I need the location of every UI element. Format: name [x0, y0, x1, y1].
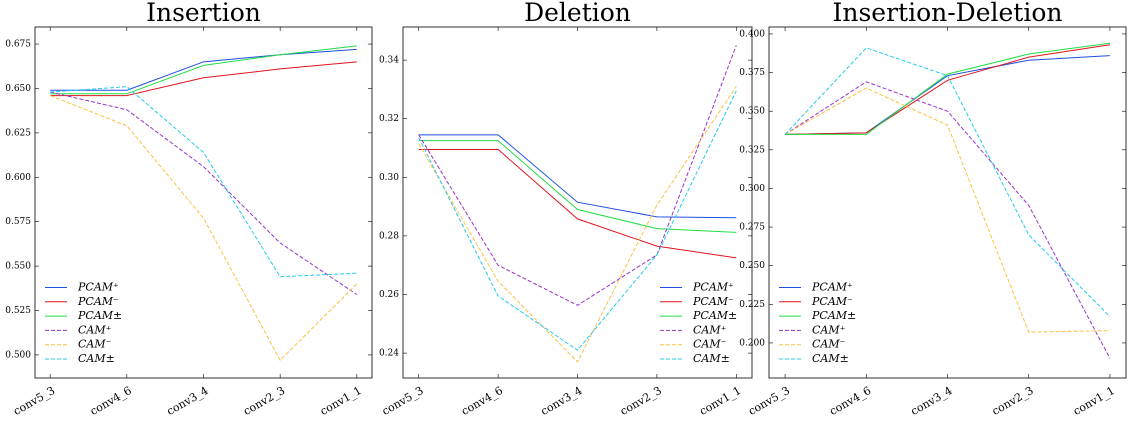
- x-tick-label: conv1_1: [1071, 384, 1117, 417]
- y-tick-label: 0.525: [5, 306, 31, 316]
- x-tick-label: conv4_6: [459, 384, 505, 417]
- x-tick-label: conv1_1: [697, 384, 743, 417]
- series-line: [50, 86, 357, 278]
- x-tick-label: conv2_3: [990, 384, 1036, 417]
- legend-label: CAM±: [78, 352, 115, 365]
- series-line: [418, 134, 737, 219]
- y-tick-label: 0.350: [739, 107, 765, 117]
- y-tick-label: 0.250: [739, 261, 765, 271]
- x-tick-label: conv5_3: [746, 384, 792, 417]
- legend-label: PCAM⁻: [692, 295, 734, 308]
- x-tick-label: conv4_6: [827, 384, 873, 417]
- series-line: [784, 47, 1111, 318]
- series-line: [50, 48, 357, 91]
- x-tick-label: conv2_3: [241, 384, 287, 417]
- series-line: [418, 86, 737, 363]
- chart-title: Deletion: [524, 0, 631, 27]
- legend-label: CAM⁺: [693, 323, 727, 336]
- x-tick-label: conv3_4: [539, 384, 585, 417]
- y-tick-label: 0.600: [5, 173, 31, 183]
- legend-label: PCAM±: [692, 309, 737, 322]
- legend-label: CAM±: [812, 352, 849, 365]
- y-tick-label: 0.34: [379, 56, 399, 66]
- y-tick-label: 0.32: [379, 114, 399, 124]
- x-tick-label: conv2_3: [618, 384, 664, 417]
- legend-label: PCAM±: [77, 309, 122, 322]
- series-line: [785, 44, 1111, 135]
- legend-label: CAM⁺: [78, 323, 112, 336]
- legend-label: CAM⁻: [78, 338, 112, 351]
- series-line: [50, 61, 357, 97]
- legend-label: CAM⁻: [812, 338, 846, 351]
- x-tick-label: conv3_4: [909, 384, 955, 417]
- series-line: [50, 91, 358, 295]
- x-tick-label: conv5_3: [11, 384, 57, 417]
- y-tick-label: 0.500: [5, 350, 31, 360]
- series-line: [49, 95, 358, 362]
- y-tick-label: 0.675: [5, 40, 31, 50]
- series-line: [418, 148, 737, 259]
- y-tick-label: 0.625: [5, 128, 31, 138]
- y-tick-label: 0.300: [739, 184, 765, 194]
- y-tick-label: 0.200: [739, 338, 765, 348]
- y-tick-label: 0.400: [739, 29, 765, 39]
- legend-label: PCAM⁻: [811, 295, 853, 308]
- chart-title: Insertion: [146, 0, 261, 27]
- legend-label: CAM⁻: [693, 338, 727, 351]
- y-tick-label: 0.30: [379, 173, 399, 183]
- series-line: [418, 140, 737, 233]
- series-line: [418, 90, 737, 351]
- series-line: [50, 45, 357, 95]
- legend-label: PCAM±: [811, 309, 856, 322]
- legend-label: PCAM⁺: [811, 281, 853, 294]
- legend: PCAM⁺PCAM⁻PCAM±CAM⁺ CAM⁻CAM±: [45, 281, 122, 365]
- x-tick-label: conv1_1: [318, 384, 364, 417]
- series-line: [785, 55, 1110, 135]
- series-line: [785, 42, 1111, 135]
- chart-title: Insertion-Deletion: [832, 0, 1062, 27]
- series-line: [784, 81, 1111, 359]
- y-tick-label: 0.275: [739, 223, 765, 233]
- legend: PCAM⁺PCAM⁻PCAM±CAM⁺ CAM⁻CAM±: [779, 281, 856, 365]
- y-tick-label: 0.28: [379, 231, 399, 241]
- legend-label: PCAM⁺: [692, 281, 734, 294]
- y-tick-label: 0.225: [739, 300, 765, 310]
- legend-label: CAM±: [693, 352, 730, 365]
- legend-label: PCAM⁺: [77, 281, 119, 294]
- y-tick-label: 0.575: [5, 217, 31, 227]
- y-tick-label: 0.650: [5, 84, 31, 94]
- y-tick-label: 0.550: [5, 262, 31, 272]
- y-tick-label: 0.26: [379, 290, 399, 300]
- legend-label: PCAM⁻: [77, 295, 119, 308]
- y-tick-label: 0.24: [379, 349, 399, 359]
- series-line: [418, 45, 737, 306]
- series-line: [784, 87, 1110, 333]
- x-tick-label: conv3_4: [165, 384, 211, 417]
- y-tick-label: 0.375: [739, 68, 765, 78]
- legend-label: CAM⁺: [812, 323, 846, 336]
- x-tick-label: conv5_3: [380, 384, 426, 417]
- legend: PCAM⁺PCAM⁻PCAM±CAM⁺ CAM⁻CAM±: [660, 281, 737, 365]
- y-tick-label: 0.325: [739, 145, 765, 155]
- x-tick-label: conv4_6: [88, 384, 134, 417]
